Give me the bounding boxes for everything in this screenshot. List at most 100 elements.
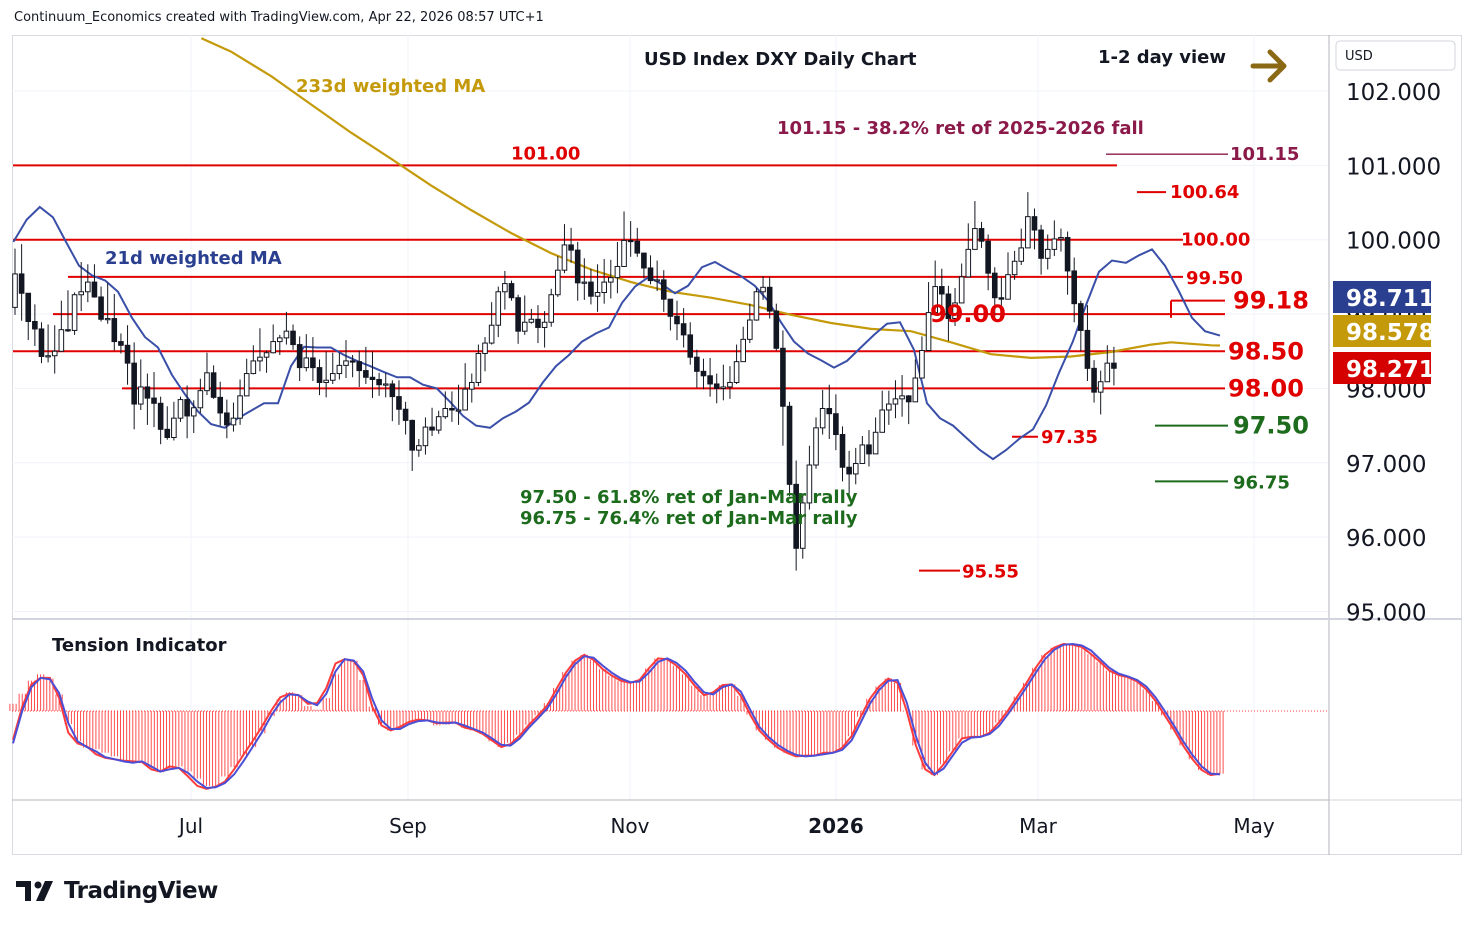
candle-body bbox=[766, 286, 773, 312]
candle-body bbox=[184, 399, 190, 417]
candle bbox=[369, 351, 376, 399]
candle-body bbox=[369, 376, 376, 381]
candle-body bbox=[1084, 329, 1091, 369]
candle bbox=[886, 390, 892, 425]
tradingview-logo-icon bbox=[16, 881, 53, 901]
candle-body bbox=[1051, 238, 1058, 250]
level-label-96-75: 96.75 bbox=[1233, 472, 1290, 493]
candle-body bbox=[502, 283, 508, 293]
candle-body bbox=[826, 408, 833, 415]
candle-body bbox=[1011, 260, 1018, 276]
candle-body bbox=[972, 228, 978, 250]
candle-body bbox=[197, 390, 204, 409]
candle bbox=[25, 292, 32, 341]
candle bbox=[621, 211, 627, 267]
candle-body bbox=[727, 381, 733, 388]
candle-body bbox=[32, 321, 38, 330]
candle bbox=[131, 342, 137, 430]
candle bbox=[402, 401, 409, 435]
price-tag-box bbox=[1333, 352, 1431, 384]
candle-body bbox=[38, 328, 45, 357]
candle-body bbox=[641, 252, 647, 269]
candle bbox=[952, 288, 958, 326]
candle bbox=[998, 277, 1005, 315]
candle bbox=[872, 417, 879, 455]
candle-body bbox=[667, 298, 674, 317]
candle bbox=[1018, 228, 1025, 265]
y-tick-label: 100.000 bbox=[1346, 229, 1441, 255]
level-label-98-00: 98.00 bbox=[1228, 374, 1304, 402]
y-tick-label: 102.000 bbox=[1346, 80, 1441, 106]
candle-body bbox=[356, 361, 363, 372]
candle bbox=[515, 294, 521, 344]
candle-body bbox=[1071, 270, 1078, 305]
candle-body bbox=[852, 463, 859, 475]
candle-body bbox=[58, 329, 65, 352]
candle bbox=[197, 378, 204, 413]
candle bbox=[45, 324, 51, 363]
candle bbox=[18, 244, 25, 321]
candle bbox=[799, 493, 806, 559]
candle bbox=[601, 259, 607, 304]
candle-body bbox=[91, 281, 98, 298]
candle bbox=[614, 241, 621, 294]
candle bbox=[958, 263, 965, 304]
candle bbox=[1031, 208, 1038, 250]
candle-body bbox=[449, 408, 455, 411]
candle-body bbox=[422, 426, 429, 447]
candle-body bbox=[71, 294, 78, 331]
price-tag-value: 98.711 bbox=[1346, 286, 1435, 312]
candle-body bbox=[919, 350, 925, 379]
candle bbox=[204, 352, 210, 396]
annotation-fib-382: 101.15 - 38.2% ret of 2025-2026 fall bbox=[777, 118, 1144, 139]
candle bbox=[230, 402, 237, 432]
candle-body bbox=[290, 330, 296, 346]
candle-body bbox=[1038, 229, 1044, 259]
candle bbox=[475, 344, 482, 387]
candle bbox=[694, 349, 700, 388]
candle bbox=[700, 358, 707, 390]
level-label-97-35: 97.35 bbox=[1041, 427, 1098, 448]
candle bbox=[356, 350, 363, 387]
level-label-101-00: 101.00 bbox=[511, 143, 580, 164]
candle bbox=[296, 336, 303, 381]
candle-body bbox=[799, 502, 806, 549]
candle-body bbox=[157, 402, 164, 430]
candle bbox=[184, 385, 190, 439]
candle-body bbox=[144, 386, 151, 399]
price-tag-value: 98.578 bbox=[1346, 320, 1435, 346]
price-tags: 98.711 98.578 98.271 bbox=[1333, 281, 1435, 384]
candle-body bbox=[283, 330, 290, 339]
candle bbox=[555, 256, 561, 297]
candle-body bbox=[720, 386, 727, 389]
tradingview-logo[interactable]: TradingView bbox=[16, 878, 218, 904]
candle bbox=[277, 334, 283, 355]
currency-box[interactable] bbox=[1335, 40, 1456, 71]
candle bbox=[773, 303, 780, 351]
candle bbox=[879, 390, 886, 433]
candle-body bbox=[151, 397, 157, 404]
candle-body bbox=[555, 269, 561, 296]
candle-body bbox=[409, 419, 415, 451]
candle-body bbox=[780, 347, 786, 407]
price-tag: 98.711 bbox=[1333, 281, 1435, 313]
candle bbox=[442, 391, 449, 419]
candle bbox=[521, 295, 528, 335]
candle-body bbox=[323, 379, 329, 383]
candle bbox=[813, 417, 819, 469]
candle-body bbox=[111, 318, 118, 343]
candle bbox=[190, 400, 197, 434]
candle-body bbox=[521, 321, 528, 332]
candle-body bbox=[548, 294, 555, 323]
candle bbox=[939, 268, 945, 309]
candle bbox=[482, 337, 488, 372]
candle bbox=[32, 304, 38, 347]
candle bbox=[71, 292, 78, 335]
candle bbox=[568, 227, 574, 263]
candle-body bbox=[1104, 362, 1111, 383]
candle bbox=[263, 350, 270, 373]
candle-body bbox=[25, 292, 32, 323]
candle-body bbox=[1044, 248, 1051, 259]
candle-body bbox=[945, 293, 952, 320]
candle-body bbox=[872, 431, 879, 455]
